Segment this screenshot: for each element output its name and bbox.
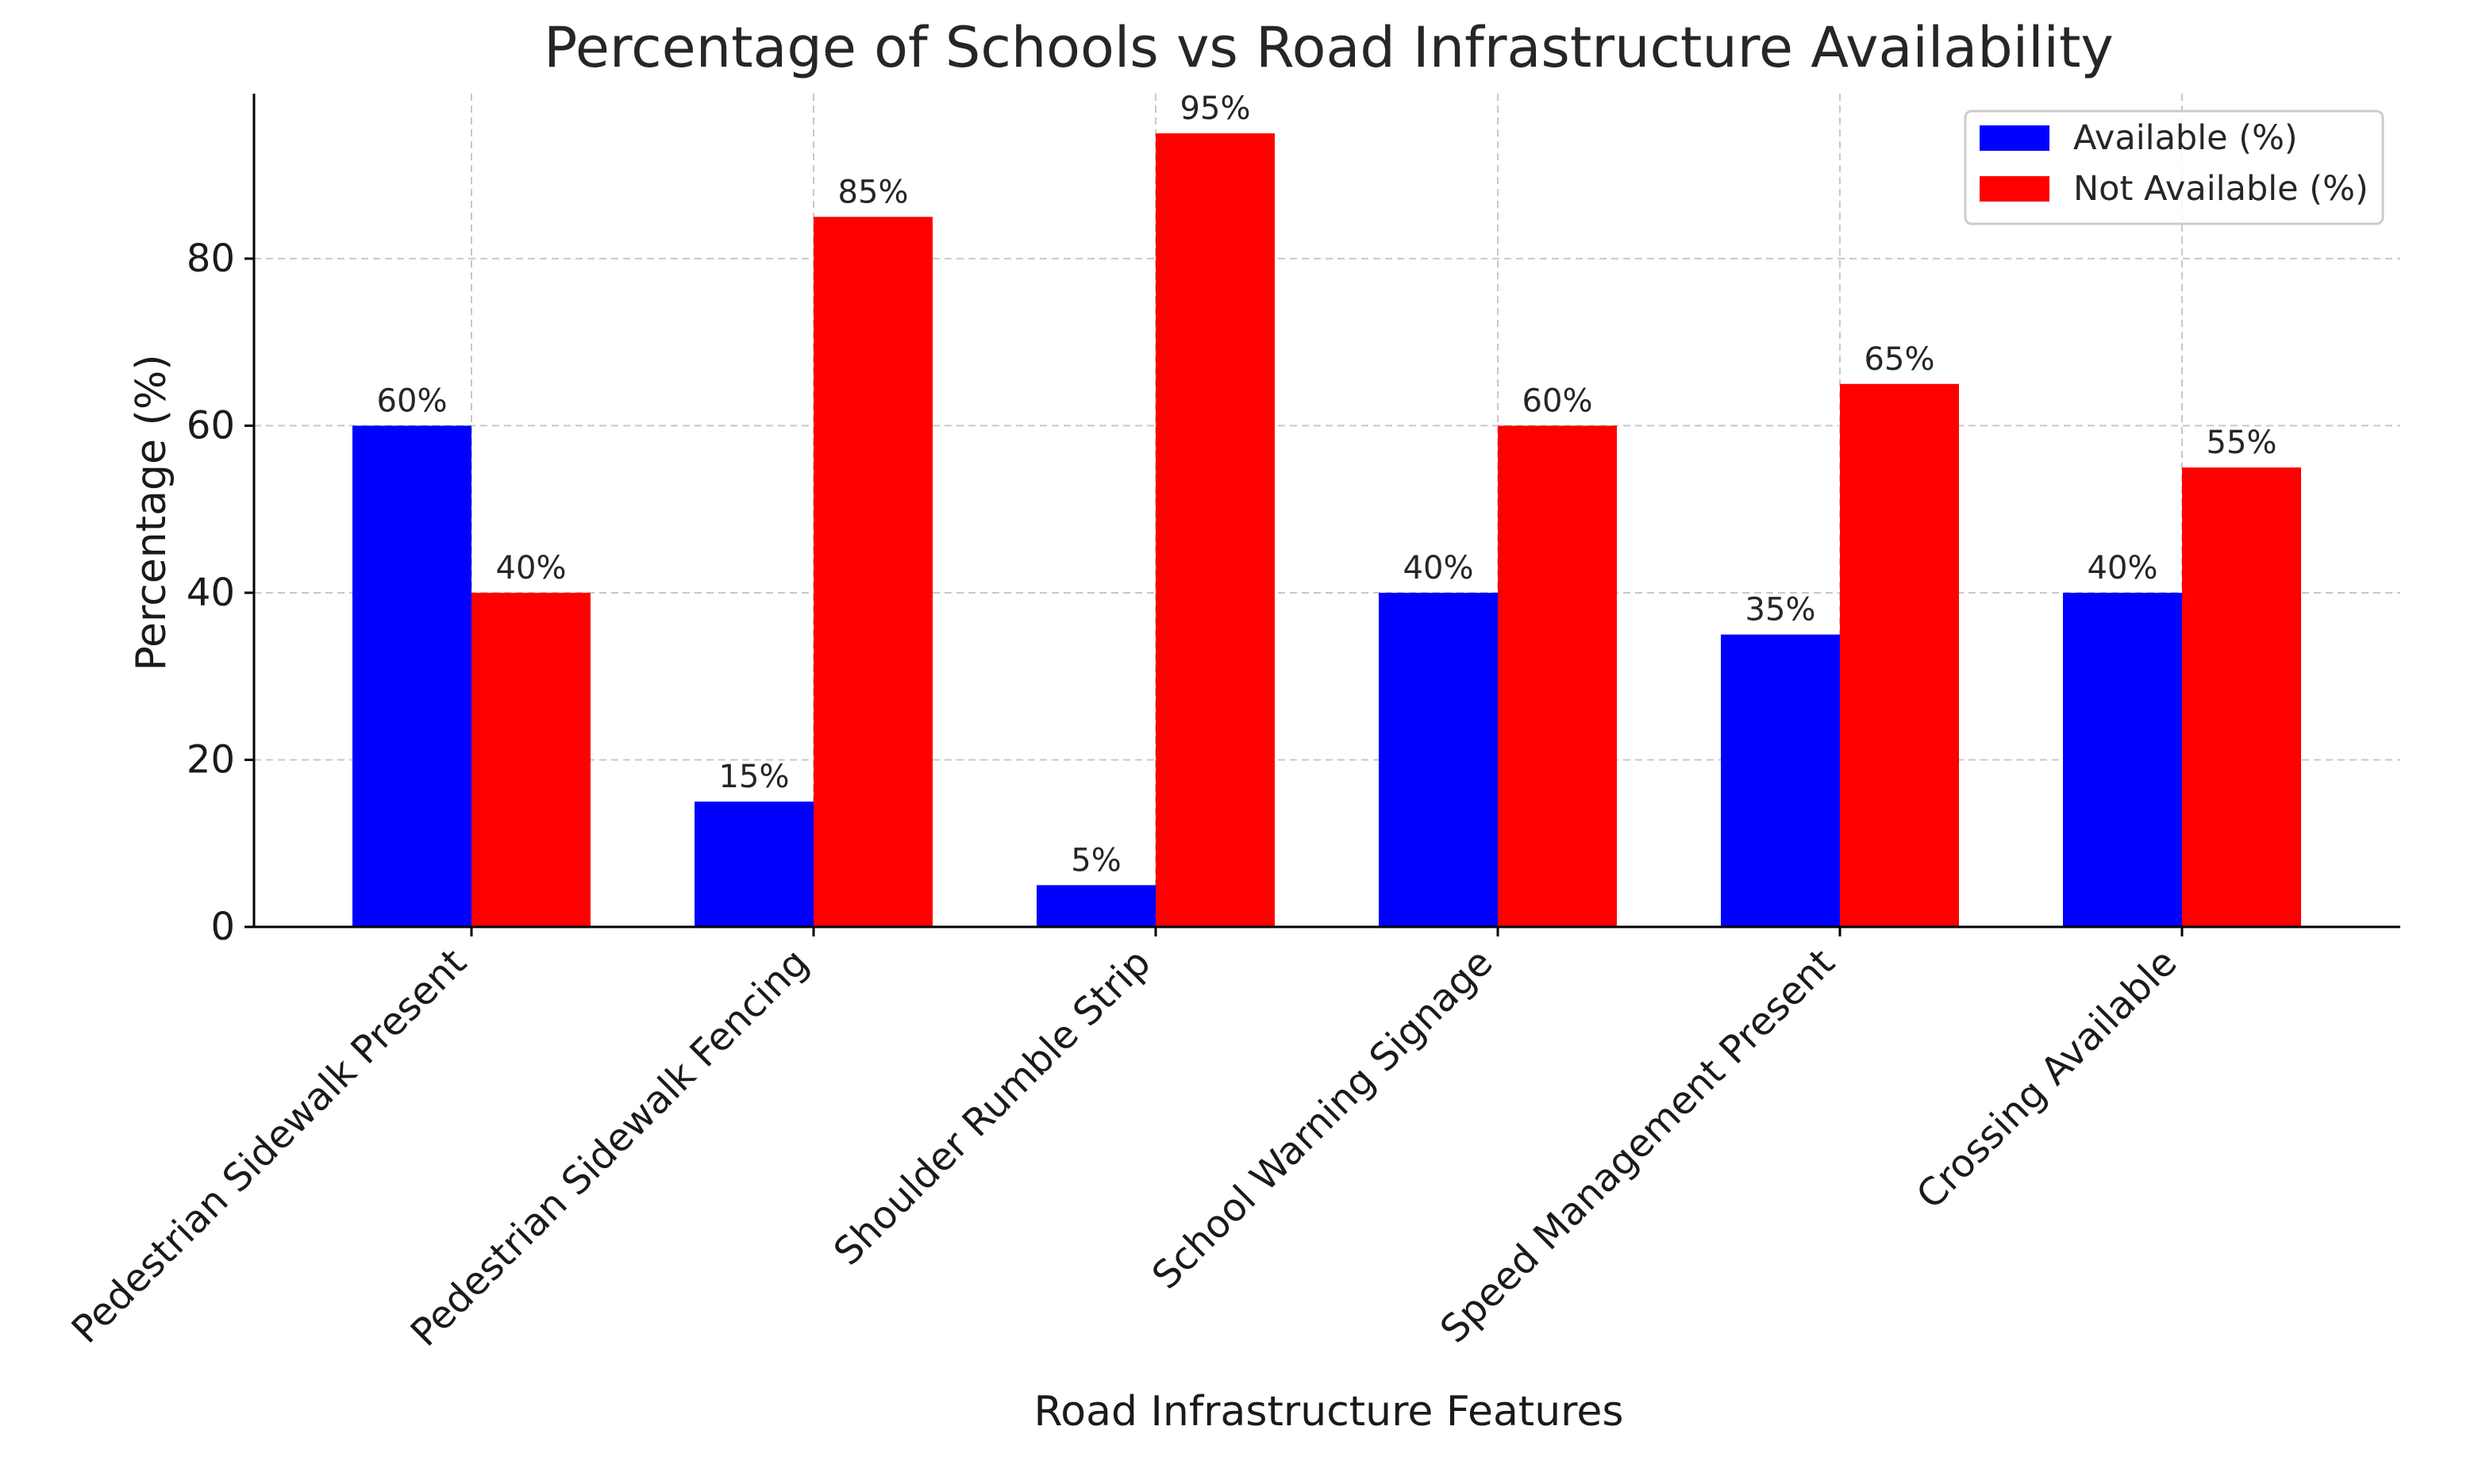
bar-available-pedestrian-sidewalk-fencing [695,802,814,927]
y-tick-label: 80 [187,236,235,281]
bar-value-label: 85% [838,174,909,210]
bar-available-pedestrian-sidewalk-present [352,425,471,927]
bar-value-label: 60% [1522,383,1593,419]
bar-value-label: 40% [496,550,567,586]
bars [352,133,2301,928]
legend: Available (%) Not Available (%) [1964,110,2384,225]
bar-not-available-school-warning-signage [1498,425,1617,927]
bar-not-available-speed-management-present [1840,383,1959,928]
bar-available-speed-management-present [1721,634,1840,927]
y-tick-label: 20 [187,737,235,782]
bar-not-available-shoulder-rumble-strip [1156,133,1275,927]
bar-value-label: 95% [1180,90,1251,127]
bar-value-label: 40% [1403,550,1474,586]
bar-available-shoulder-rumble-strip [1037,885,1156,927]
bar-available-school-warning-signage [1379,592,1498,927]
legend-swatch-not-available [1980,176,2049,202]
y-tick-label: 0 [210,905,235,949]
axes [252,94,2400,928]
bar-value-label: 55% [2207,425,2277,461]
x-axis-label: Road Infrastructure Features [1034,1388,1624,1436]
bar-not-available-pedestrian-sidewalk-fencing [814,217,933,927]
bar-value-label: 15% [719,759,790,795]
y-axis-label: Percentage (%) [128,354,175,671]
legend-label-available: Available (%) [2073,118,2298,158]
legend-frame [1964,110,2384,225]
bar-available-crossing-available [2063,592,2182,927]
bar-not-available-crossing-available [2182,467,2301,927]
legend-swatch-available [1980,125,2049,151]
bar-not-available-pedestrian-sidewalk-present [471,592,591,927]
y-tick-label: 60 [187,403,235,448]
y-tick-label: 40 [187,571,235,615]
bar-value-label: 40% [2088,550,2158,586]
legend-label-not-available: Not Available (%) [2073,169,2369,209]
bar-value-label: 65% [1864,341,1935,378]
bar-value-label: 35% [1745,592,1816,629]
bar-value-label: 60% [377,383,448,419]
bar-value-labels: 60% 15% 5% 40% 35% 40% 40% 85% 95% 60% 65% 55% [377,90,2277,878]
bar-value-label: 5% [1071,842,1121,878]
chart-title: Percentage of Schools vs Road Infrastruc… [544,15,2114,80]
